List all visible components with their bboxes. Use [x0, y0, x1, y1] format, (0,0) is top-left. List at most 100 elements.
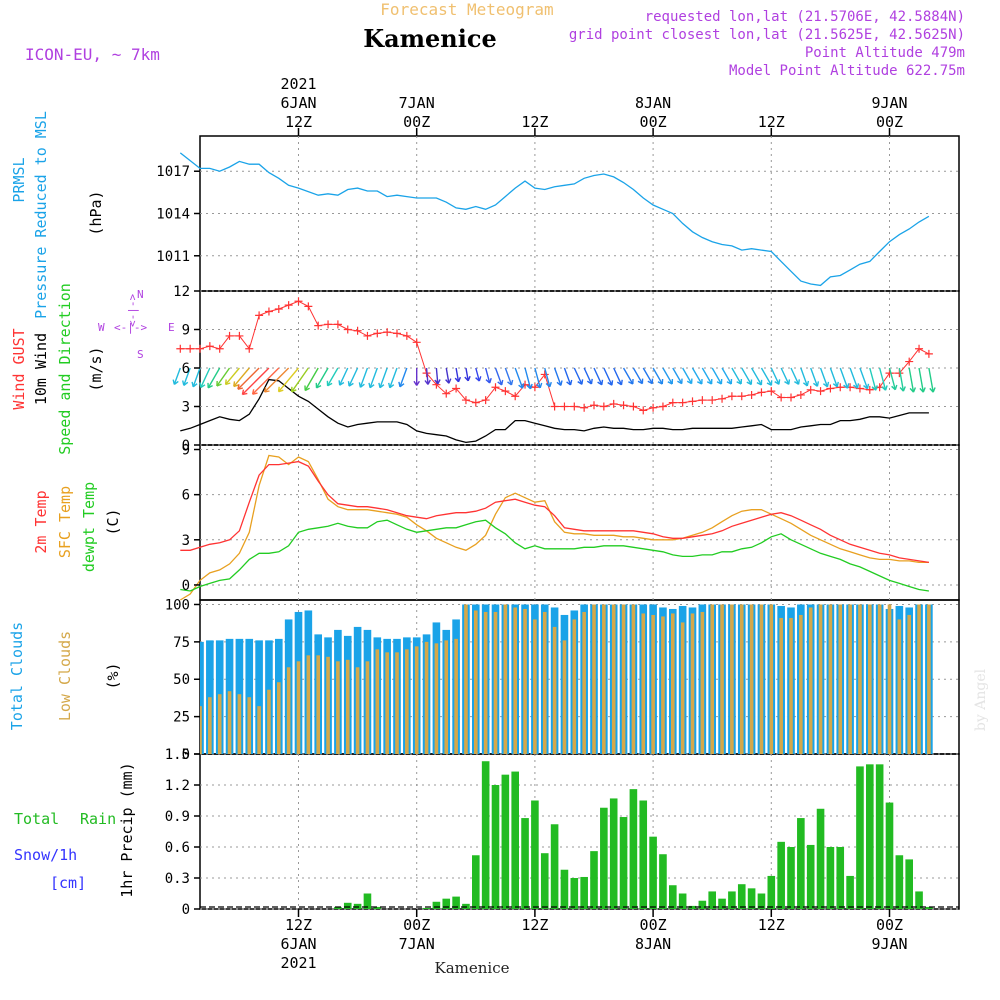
low-cloud-bar	[424, 641, 429, 754]
precip-bar	[432, 901, 441, 909]
y-tick-label: 3	[182, 533, 190, 549]
x-label-top: 12Z	[285, 113, 312, 131]
gust-marker	[274, 304, 283, 313]
low-cloud-bar	[326, 656, 330, 754]
wind-arrow-head	[766, 380, 773, 386]
low-cloud-bar	[247, 697, 252, 754]
precip-bar	[511, 771, 519, 909]
gust-marker	[481, 396, 490, 405]
wind-gust-line	[180, 300, 930, 411]
low-cloud-bar	[710, 604, 714, 754]
wind-arrow-head	[756, 379, 763, 386]
precip-bar	[757, 893, 766, 909]
y-tick-label: 0	[182, 438, 190, 454]
precip-bar	[826, 847, 835, 909]
wind-arrow	[928, 367, 934, 393]
total-cloud-bar	[200, 641, 204, 754]
label-speed-direction: Speed and Direction	[56, 283, 74, 455]
wind-arrow	[573, 367, 583, 385]
wind-arrow	[750, 367, 763, 386]
precip-bar	[521, 818, 529, 909]
gust-marker	[570, 402, 579, 411]
y-tick-label: 0.9	[165, 809, 190, 825]
precip-bar	[452, 896, 460, 909]
wind-arrow-head	[224, 379, 231, 386]
precip-bar	[600, 807, 608, 909]
pressure-series	[179, 152, 930, 287]
x-label-top: 00Z	[403, 113, 430, 131]
precip-panel-labels: Total Rain Snow/1h [cm] 1hr Precip (mm)	[14, 762, 136, 897]
info-grid-lonlat: grid point closest lon,lat (21.5625E, 42…	[569, 27, 965, 43]
info-point-altitude: Point Altitude 479m	[805, 45, 965, 61]
wind-arrow	[662, 367, 673, 385]
wind-arrow	[237, 367, 260, 390]
wind-arrow-head	[358, 382, 365, 388]
y-tick-label: 9	[182, 323, 190, 339]
wind-arrow	[399, 367, 408, 388]
gust-marker	[855, 384, 864, 393]
wind-arrow	[425, 367, 429, 385]
wind-arrow-head	[597, 379, 604, 386]
wind-arrow	[494, 367, 503, 386]
gust-marker	[383, 328, 392, 337]
wind-arrow-head	[919, 387, 926, 393]
wind-arrow-head	[794, 379, 800, 385]
wind-arrow	[780, 367, 790, 385]
precip-bar	[343, 902, 352, 909]
low-cloud-bar	[345, 659, 350, 754]
precip-bar	[787, 847, 795, 909]
grid-lines	[200, 136, 959, 910]
wind-arrow-head	[616, 379, 623, 386]
gust-marker	[826, 384, 835, 393]
wind-arrow	[445, 367, 450, 384]
low-cloud-bar	[286, 667, 291, 754]
wind-arrow	[173, 367, 181, 385]
wind-arrow	[908, 367, 915, 393]
wind-arrow-head	[507, 379, 514, 386]
low-cloud-bar	[552, 626, 557, 754]
wind-arrow	[326, 367, 339, 387]
low-cloud-bar	[237, 694, 242, 754]
low-cloud-bar	[365, 661, 370, 754]
precip-bar	[531, 800, 539, 909]
label-percent: (%)	[104, 662, 122, 689]
gust-marker	[658, 402, 667, 411]
wind-arrow-head	[263, 387, 270, 393]
gust-marker	[225, 331, 234, 340]
clouds-panel-frame	[199, 599, 960, 755]
gust-marker	[304, 302, 313, 311]
low-cloud-bar	[375, 649, 380, 754]
wind-arrow	[918, 367, 924, 393]
precip-bar	[442, 898, 451, 909]
wind-arrow-head	[899, 386, 906, 392]
gust-marker	[442, 389, 451, 398]
y-tick-label: 50	[173, 672, 190, 688]
x-label-top: 2021	[280, 75, 316, 93]
low-cloud-bar	[779, 617, 783, 754]
x-label-bottom: 8JAN	[635, 935, 671, 953]
label-2m-temp: 2m Temp	[32, 490, 50, 553]
x-label-bottom: 00Z	[640, 916, 667, 934]
label-pressure-msl: Pressure Reduced to MSL	[32, 111, 50, 319]
wind-arrow	[583, 367, 593, 385]
wind-arrow-head	[347, 381, 354, 387]
gust-marker	[284, 301, 293, 310]
wind-arrow-head	[241, 389, 248, 396]
low-cloud-bar	[296, 661, 301, 754]
wind-arrow	[839, 367, 849, 389]
x-label-bottom: 6JAN	[280, 935, 316, 953]
x-label-bottom: 12Z	[285, 916, 312, 934]
y-tick-label: 25	[173, 710, 190, 726]
low-cloud-bar	[877, 604, 882, 754]
low-cloud-bar	[661, 616, 665, 754]
gust-marker	[668, 398, 677, 407]
low-cloud-bar	[306, 655, 311, 754]
label-rain: Rain	[80, 810, 116, 828]
x-label-top: 12Z	[758, 113, 785, 131]
low-cloud-bar	[700, 611, 705, 754]
low-cloud-bar	[582, 611, 586, 754]
precip-bar	[570, 878, 579, 909]
wind-arrow	[819, 367, 829, 388]
gust-marker	[639, 406, 648, 415]
wind-arrow-head	[518, 383, 525, 389]
